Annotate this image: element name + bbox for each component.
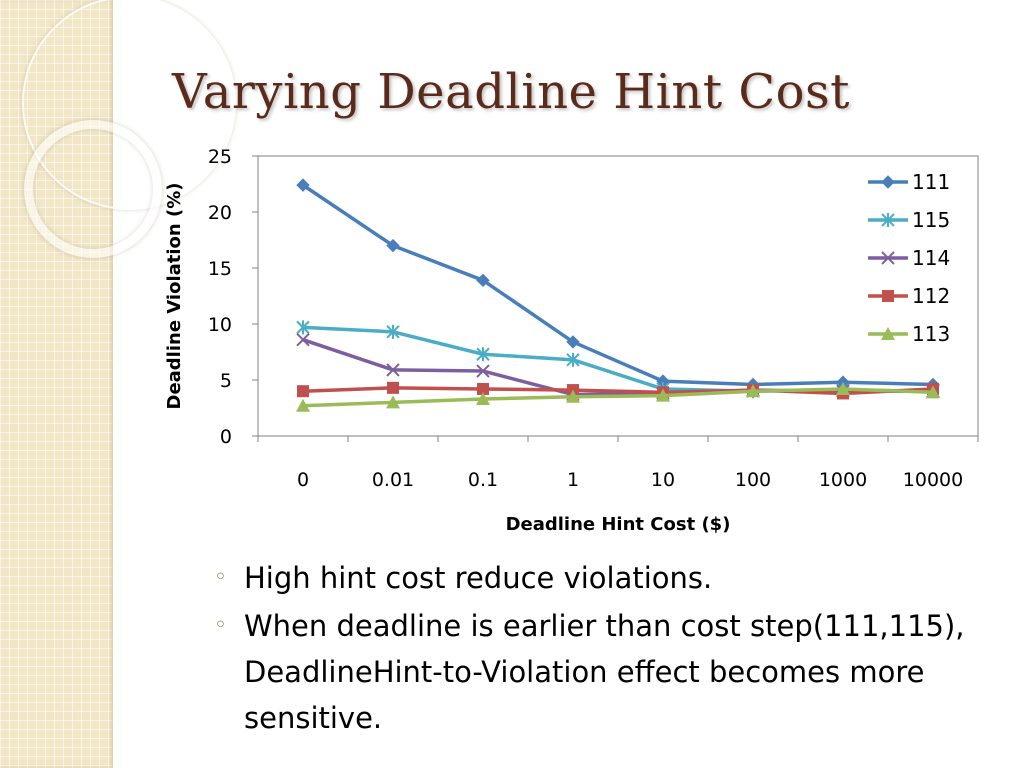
data-point-113 [746, 384, 760, 398]
data-point-115 [566, 352, 580, 367]
data-point-112 [477, 382, 489, 395]
bullet-list: High hint cost reduce violations. When d… [214, 555, 1004, 741]
series-line-113 [302, 387, 934, 408]
x-tick-label: 1000 [819, 469, 867, 491]
x-tick-label: 0.01 [372, 469, 414, 491]
y-axis-label-group: Deadline Violation (%) [164, 183, 185, 410]
x-tick-label: 1 [567, 469, 579, 491]
decorative-ring-small [24, 120, 162, 258]
data-point-115 [296, 320, 310, 335]
data-point-112 [387, 381, 399, 394]
data-point-113 [656, 388, 670, 402]
data-point-114 [386, 363, 400, 377]
legend-label-111: 111 [912, 170, 950, 194]
data-point-111 [386, 238, 400, 253]
legend-marker-114 [881, 251, 895, 265]
y-axis-label: Deadline Violation (%) [164, 183, 185, 410]
legend-marker-115 [881, 213, 895, 227]
legend-label-112: 112 [912, 284, 950, 308]
y-tick-label: 20 [208, 202, 232, 224]
y-tick-label: 0 [220, 426, 232, 448]
plot-area: 0 5 10 15 20 25 0 0.01 0.1 1 10 100 1000 10000 [208, 146, 979, 491]
y-tick-label: 5 [220, 370, 232, 392]
bullet-item: When deadline is earlier than cost step(… [214, 603, 1004, 741]
y-tick-label: 10 [208, 314, 232, 336]
data-point-113 [476, 392, 490, 406]
data-point-115 [476, 347, 490, 362]
bullet-item: High hint cost reduce violations. [214, 555, 1004, 601]
data-point-111 [476, 273, 490, 288]
legend-marker-112 [882, 290, 894, 302]
slide-title: Varying Deadline Hint Cost [172, 64, 850, 120]
legend-label-115: 115 [912, 208, 950, 232]
data-point-113 [926, 385, 940, 399]
data-point-112 [297, 385, 309, 398]
legend-label-114: 114 [912, 246, 950, 270]
x-axis-label: Deadline Hint Cost ($) [506, 514, 731, 535]
legend-marker-113 [881, 327, 895, 340]
data-point-115 [386, 324, 400, 339]
data-point-113 [566, 389, 580, 403]
x-tick-label: 10 [651, 469, 675, 491]
x-tick-label: 0 [297, 469, 309, 491]
x-tick-label: 10000 [903, 469, 963, 491]
data-point-114 [296, 332, 310, 347]
y-tick-label: 15 [208, 258, 232, 280]
data-point-113 [296, 398, 310, 412]
legend: 111 115 114 112 113 [868, 170, 950, 346]
x-tick-label: 100 [735, 469, 771, 491]
decorative-sidebar [0, 0, 236, 768]
line-chart: Deadline Violation (%) Deadline Hint Cos… [164, 146, 979, 535]
series-line-112 [302, 386, 934, 396]
data-point-111 [296, 178, 310, 192]
series-line-111 [302, 183, 934, 387]
y-tick-label: 25 [208, 146, 232, 168]
data-point-113 [836, 381, 850, 395]
legend-marker-111 [881, 175, 895, 189]
data-point-111 [566, 335, 580, 349]
x-tick-label: 0.1 [468, 469, 498, 491]
data-point-114 [476, 364, 490, 378]
data-point-113 [386, 395, 400, 409]
legend-label-113: 113 [912, 322, 950, 346]
